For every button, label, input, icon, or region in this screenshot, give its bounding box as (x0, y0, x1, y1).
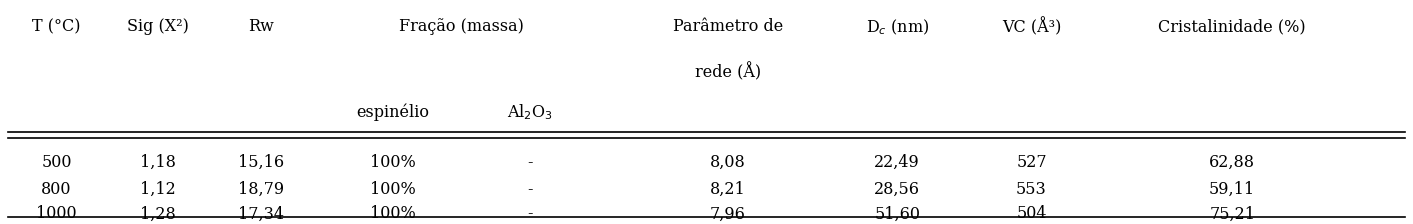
Text: -: - (527, 154, 533, 171)
Text: 51,60: 51,60 (875, 205, 920, 222)
Text: T (°C): T (°C) (32, 18, 81, 35)
Text: D$_c$ (nm): D$_c$ (nm) (866, 17, 928, 37)
Text: Parâmetro de: Parâmetro de (673, 18, 783, 35)
Text: espinélio: espinélio (356, 103, 430, 121)
Text: -: - (527, 181, 533, 198)
Text: 100%: 100% (370, 181, 415, 198)
Text: 527: 527 (1016, 154, 1047, 171)
Text: 22,49: 22,49 (875, 154, 920, 171)
Text: 1,12: 1,12 (140, 181, 177, 198)
Text: 1,18: 1,18 (140, 154, 177, 171)
Text: 17,34: 17,34 (239, 205, 284, 222)
Text: 100%: 100% (370, 205, 415, 222)
Text: 500: 500 (41, 154, 72, 171)
Text: Cristalinidade (%): Cristalinidade (%) (1159, 18, 1306, 35)
Text: 553: 553 (1016, 181, 1047, 198)
Text: Sig (X²): Sig (X²) (127, 18, 189, 35)
Text: 1,28: 1,28 (140, 205, 177, 222)
Text: 1000: 1000 (37, 205, 76, 222)
Text: 18,79: 18,79 (239, 181, 284, 198)
Text: Al$_2$O$_3$: Al$_2$O$_3$ (507, 102, 552, 122)
Text: Rw: Rw (249, 18, 274, 35)
Text: 100%: 100% (370, 154, 415, 171)
Text: rede (Å): rede (Å) (695, 62, 760, 81)
Text: 59,11: 59,11 (1210, 181, 1255, 198)
Text: 28,56: 28,56 (875, 181, 920, 198)
Text: -: - (527, 205, 533, 222)
Text: 8,21: 8,21 (709, 181, 746, 198)
Text: 62,88: 62,88 (1210, 154, 1255, 171)
Text: 504: 504 (1016, 205, 1047, 222)
Text: 15,16: 15,16 (239, 154, 284, 171)
Text: 7,96: 7,96 (709, 205, 746, 222)
Text: Fração (massa): Fração (massa) (398, 18, 524, 35)
Text: 8,08: 8,08 (709, 154, 746, 171)
Text: VC (Å³): VC (Å³) (1002, 18, 1061, 36)
Text: 75,21: 75,21 (1210, 205, 1255, 222)
Text: 800: 800 (41, 181, 72, 198)
